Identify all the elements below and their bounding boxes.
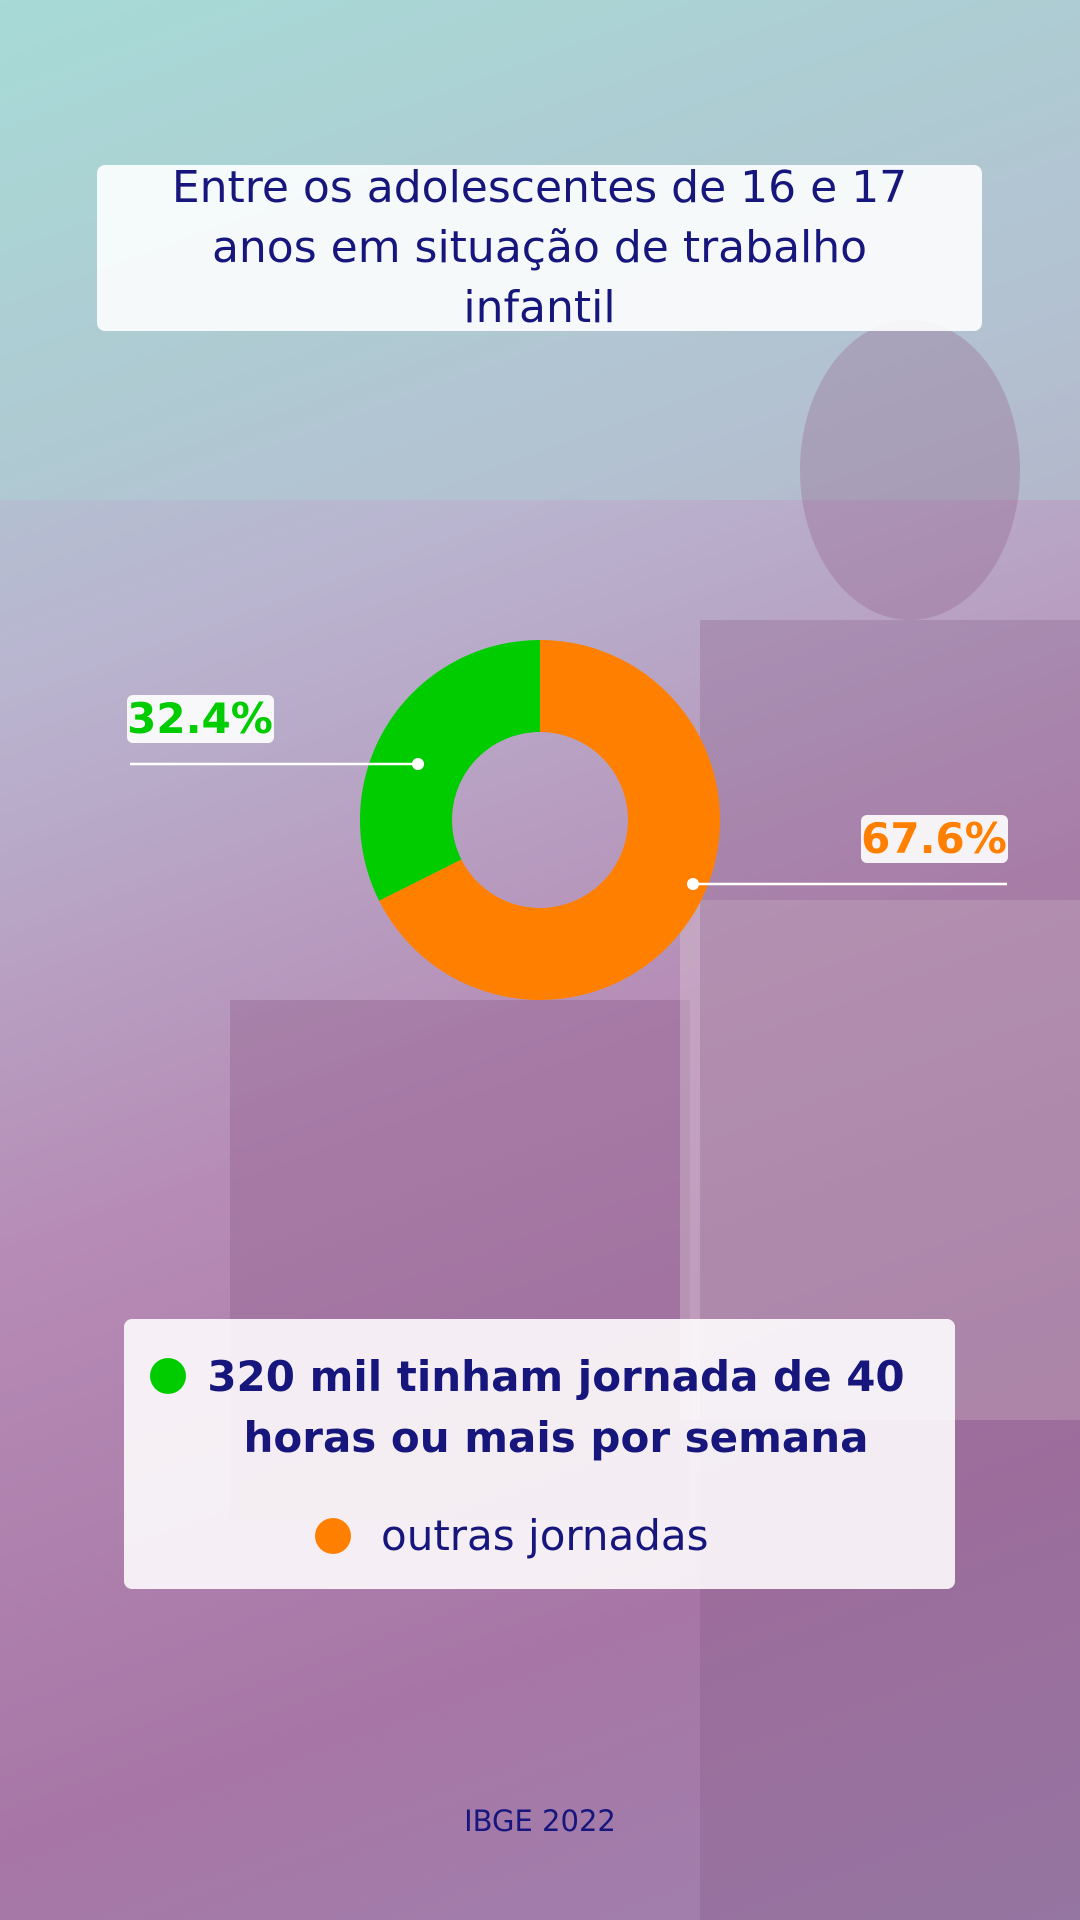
person: [800, 320, 1020, 620]
legend-entry: outras jornadas: [381, 1511, 709, 1560]
chart-title: Entre os adolescentes de 16 e 17 anos em…: [171, 162, 908, 333]
legend: 320 mil tinham jornada de 40 horas ou ma…: [124, 1319, 955, 1589]
legend-marker: [315, 1518, 351, 1554]
source: IBGE 2022: [464, 1804, 616, 1838]
leader-dot: [412, 758, 424, 770]
legend-marker: [150, 1358, 186, 1394]
title-box: Entre os adolescentes de 16 e 17 anos em…: [97, 162, 982, 333]
leader-dot: [687, 878, 699, 890]
value-label: 32.4%: [127, 694, 273, 743]
value-label-box: [861, 815, 1008, 863]
donut-slice: [359, 640, 540, 901]
legend-entry: 320 mil tinham jornada de 40 horas ou ma…: [207, 1352, 905, 1462]
donut-slice: [379, 640, 720, 1000]
value-label: 67.6%: [861, 814, 1007, 863]
value-label-box: [127, 695, 274, 743]
